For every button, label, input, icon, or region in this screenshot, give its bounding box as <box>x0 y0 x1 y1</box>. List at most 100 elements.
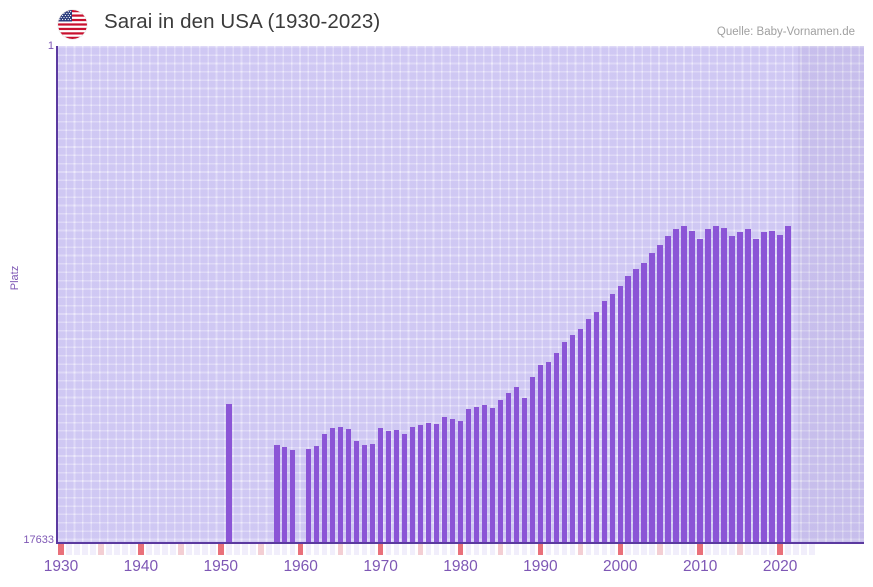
bar-1980[interactable] <box>457 420 464 543</box>
bar-1966[interactable] <box>345 429 352 543</box>
bar-2014[interactable] <box>729 236 735 543</box>
bar-1974[interactable] <box>409 427 416 543</box>
bar-1962[interactable] <box>313 446 320 543</box>
bar-1976[interactable] <box>425 423 432 543</box>
bar-1959[interactable] <box>289 449 296 543</box>
bar-2017[interactable] <box>753 239 759 543</box>
bar-2016[interactable] <box>745 229 751 543</box>
bar-1985[interactable] <box>497 399 504 543</box>
x-tick-1970 <box>377 544 384 555</box>
bar-2005[interactable] <box>657 244 664 543</box>
x-tick-1942 <box>154 544 160 555</box>
bar-1998[interactable] <box>601 301 608 543</box>
bar-2004[interactable] <box>649 253 656 543</box>
bar-1992[interactable] <box>553 353 560 543</box>
x-tick-2018 <box>761 544 767 555</box>
x-axis-label-1960: 1960 <box>283 558 318 575</box>
bar-2018[interactable] <box>761 232 767 543</box>
x-tick-1931 <box>66 544 72 555</box>
x-axis-label-1940: 1940 <box>123 558 159 575</box>
bar-1978[interactable] <box>441 417 448 543</box>
bar-1994[interactable] <box>569 334 576 543</box>
bar-1957[interactable] <box>273 444 280 543</box>
bar-1972[interactable] <box>393 430 400 543</box>
x-tick-2004 <box>649 544 656 555</box>
bar-2010[interactable] <box>697 239 703 543</box>
bar-1982[interactable] <box>473 407 480 543</box>
bar-1984[interactable] <box>489 407 496 543</box>
x-tick-1957 <box>273 544 280 555</box>
bar-1989[interactable] <box>529 377 536 543</box>
bar-1970[interactable] <box>377 427 384 543</box>
bar-2012[interactable] <box>713 226 719 543</box>
x-tick-2016 <box>745 544 751 555</box>
x-tick-1948 <box>202 544 208 555</box>
x-tick-1950 <box>218 544 224 555</box>
x-tick-2000 <box>617 544 624 555</box>
bar-2011[interactable] <box>705 229 711 543</box>
x-tick-1978 <box>441 544 448 555</box>
bar-1977[interactable] <box>433 424 440 543</box>
bar-2007[interactable] <box>673 229 679 543</box>
bar-1988[interactable] <box>521 398 528 543</box>
x-tick-1971 <box>385 544 392 555</box>
bar-1967[interactable] <box>353 441 360 543</box>
bar-2013[interactable] <box>721 227 727 543</box>
bar-1990[interactable] <box>537 364 544 543</box>
x-tick-2003 <box>641 544 648 555</box>
x-tick-2017 <box>753 544 759 555</box>
x-tick-2001 <box>625 544 632 555</box>
bar-1979[interactable] <box>449 418 456 543</box>
x-tick-1990 <box>537 544 544 555</box>
bar-1969[interactable] <box>369 444 376 543</box>
x-tick-1986 <box>505 544 512 555</box>
bar-1973[interactable] <box>401 434 408 543</box>
bar-1975[interactable] <box>417 425 424 543</box>
bar-1995[interactable] <box>577 329 584 543</box>
bar-2021[interactable] <box>785 226 791 543</box>
bar-2000[interactable] <box>617 285 624 543</box>
bar-1951[interactable] <box>225 403 232 543</box>
x-axis-label-2000: 2000 <box>603 558 638 575</box>
bar-2009[interactable] <box>689 230 695 543</box>
x-tick-1956 <box>265 544 272 555</box>
bar-1996[interactable] <box>585 318 592 543</box>
bar-2008[interactable] <box>681 226 687 543</box>
bar-1986[interactable] <box>505 392 512 543</box>
bar-2003[interactable] <box>641 263 648 543</box>
bar-2006[interactable] <box>665 236 672 543</box>
bar-1965[interactable] <box>337 427 344 543</box>
bar-1961[interactable] <box>305 448 312 543</box>
bar-1997[interactable] <box>593 312 600 543</box>
bar-1971[interactable] <box>385 431 392 543</box>
bar-1983[interactable] <box>481 405 488 543</box>
bar-2020[interactable] <box>777 234 783 543</box>
x-tick-1993 <box>561 544 568 555</box>
bar-1993[interactable] <box>561 341 568 543</box>
bar-2002[interactable] <box>633 268 640 543</box>
x-tick-1999 <box>609 544 616 555</box>
x-tick-2009 <box>689 544 695 555</box>
bar-1964[interactable] <box>329 427 336 543</box>
bar-1991[interactable] <box>545 361 552 543</box>
x-tick-2021 <box>785 544 791 555</box>
bar-1963[interactable] <box>321 433 328 543</box>
x-tick-1985 <box>497 544 504 555</box>
bar-2001[interactable] <box>625 275 632 543</box>
bar-2019[interactable] <box>769 230 775 543</box>
x-tick-1980 <box>457 544 464 555</box>
bar-1968[interactable] <box>361 444 368 543</box>
x-tick-2015 <box>737 544 743 555</box>
bar-1987[interactable] <box>513 387 520 543</box>
x-tick-2013 <box>721 544 727 555</box>
y-axis-top-tick-label: 1 <box>47 40 54 52</box>
x-tick-1998 <box>601 544 608 555</box>
us-flag-icon <box>58 10 87 39</box>
bar-2015[interactable] <box>737 232 743 543</box>
bar-1999[interactable] <box>609 294 616 543</box>
x-tick-1947 <box>194 544 200 555</box>
x-tick-1981 <box>465 544 472 555</box>
bar-1981[interactable] <box>465 408 472 543</box>
x-tick-1959 <box>289 544 296 555</box>
bar-1958[interactable] <box>281 447 288 543</box>
